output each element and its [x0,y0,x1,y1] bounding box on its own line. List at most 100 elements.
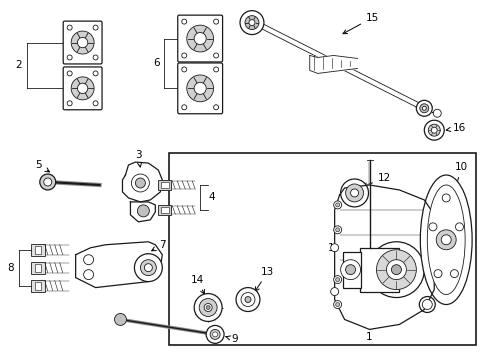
Bar [161,182,169,188]
Polygon shape [122,162,162,202]
Circle shape [83,270,93,280]
FancyBboxPatch shape [178,15,222,62]
Text: 13: 13 [255,267,274,291]
Circle shape [333,301,341,309]
Circle shape [67,55,72,60]
Text: 2: 2 [16,60,22,71]
Circle shape [432,109,440,117]
Bar [35,282,41,289]
Circle shape [67,101,72,106]
Circle shape [213,53,218,58]
Circle shape [345,265,355,275]
Circle shape [206,306,210,310]
Circle shape [206,325,224,343]
Circle shape [428,223,436,231]
Bar [35,246,41,254]
Bar [158,205,171,215]
Circle shape [333,226,341,234]
Circle shape [333,276,341,284]
Circle shape [210,329,220,339]
Circle shape [44,178,52,186]
Circle shape [248,20,254,26]
Circle shape [71,31,94,54]
Circle shape [134,254,162,282]
Circle shape [433,270,441,278]
Circle shape [182,53,186,58]
Circle shape [182,67,186,72]
FancyBboxPatch shape [63,67,102,110]
Circle shape [435,230,455,250]
Text: 8: 8 [8,263,14,273]
Text: 12: 12 [363,173,390,187]
Bar [35,264,41,272]
Circle shape [386,260,406,280]
Polygon shape [76,242,162,288]
Circle shape [212,332,217,337]
Circle shape [77,37,88,48]
Circle shape [213,67,218,72]
Circle shape [454,223,463,231]
Circle shape [93,101,98,106]
Circle shape [240,11,264,35]
Circle shape [415,100,431,116]
Bar [161,207,169,213]
Circle shape [199,298,217,316]
Text: 15: 15 [342,13,378,34]
Circle shape [430,127,436,133]
Polygon shape [130,202,155,222]
Text: 6: 6 [153,58,159,68]
Circle shape [236,288,260,311]
Circle shape [182,19,186,24]
Circle shape [137,205,149,217]
Circle shape [67,71,72,76]
Circle shape [335,278,339,282]
Bar [169,153,475,345]
Circle shape [350,189,358,197]
Circle shape [71,77,94,100]
Polygon shape [309,55,357,73]
Circle shape [194,82,206,94]
Circle shape [340,260,360,280]
Circle shape [114,314,126,325]
Circle shape [368,242,424,298]
Circle shape [83,255,93,265]
Circle shape [186,25,213,52]
Circle shape [345,184,363,202]
Circle shape [424,120,443,140]
Circle shape [440,235,450,245]
Ellipse shape [427,185,464,294]
Polygon shape [334,185,433,329]
Circle shape [441,194,449,202]
Circle shape [131,174,149,192]
Circle shape [203,303,212,311]
Text: 11: 11 [327,243,355,258]
Text: 7: 7 [151,240,165,251]
Circle shape [422,300,431,310]
Bar [359,248,399,292]
Bar [342,252,360,288]
Circle shape [67,25,72,30]
Bar [31,280,45,292]
Circle shape [140,260,156,276]
Circle shape [40,174,56,190]
Text: 14: 14 [190,275,204,294]
Circle shape [93,71,98,76]
Text: 4: 4 [208,192,215,202]
Circle shape [93,55,98,60]
Circle shape [244,297,250,302]
Circle shape [335,203,339,207]
Circle shape [77,83,88,94]
Text: 9: 9 [225,334,238,345]
Circle shape [135,178,145,188]
Circle shape [330,288,338,296]
Bar [158,180,171,190]
Circle shape [186,75,213,102]
Circle shape [427,124,439,136]
Circle shape [419,104,428,113]
Circle shape [376,250,415,289]
Text: 16: 16 [446,123,465,133]
Circle shape [213,105,218,110]
Circle shape [144,264,152,272]
Circle shape [93,25,98,30]
Text: 10: 10 [453,162,467,191]
